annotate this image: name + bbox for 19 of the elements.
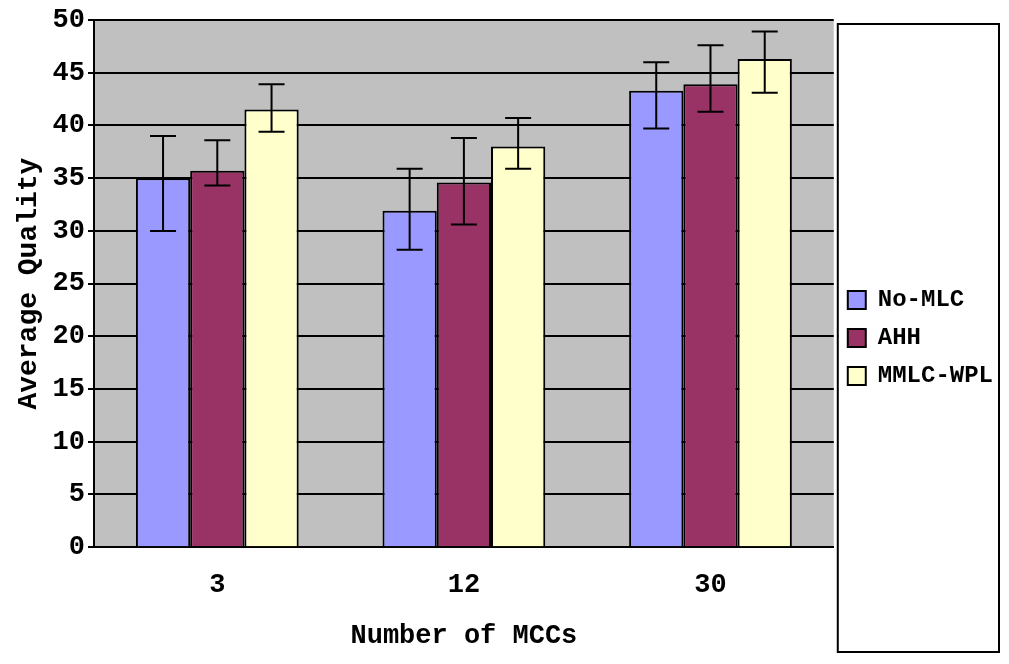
y-tick-label: 30 (52, 215, 86, 246)
x-tick-label: 12 (447, 570, 481, 601)
x-tick-label: 3 (209, 570, 226, 601)
y-tick-label: 10 (52, 426, 86, 457)
y-tick-label: 45 (52, 57, 86, 88)
y-tick-label: 20 (52, 321, 86, 352)
y-tick-label: 5 (68, 479, 86, 510)
y-tick-label: 0 (68, 532, 86, 562)
y-tick-label: 15 (52, 373, 86, 404)
legend-label: AHH (877, 324, 921, 352)
legend-label: No-MLC (877, 286, 965, 314)
y-tick-label: 25 (52, 268, 86, 299)
y-tick-label: 50 (52, 4, 86, 35)
legend-label: MMLC-WPL (877, 362, 993, 390)
y-tick-label: 35 (52, 162, 86, 193)
x-tick-label: 30 (694, 570, 727, 601)
x-axis-title: Number of MCCs (350, 620, 578, 651)
y-tick-label: 40 (52, 110, 86, 141)
y-axis-title: Average Quality (12, 157, 44, 410)
